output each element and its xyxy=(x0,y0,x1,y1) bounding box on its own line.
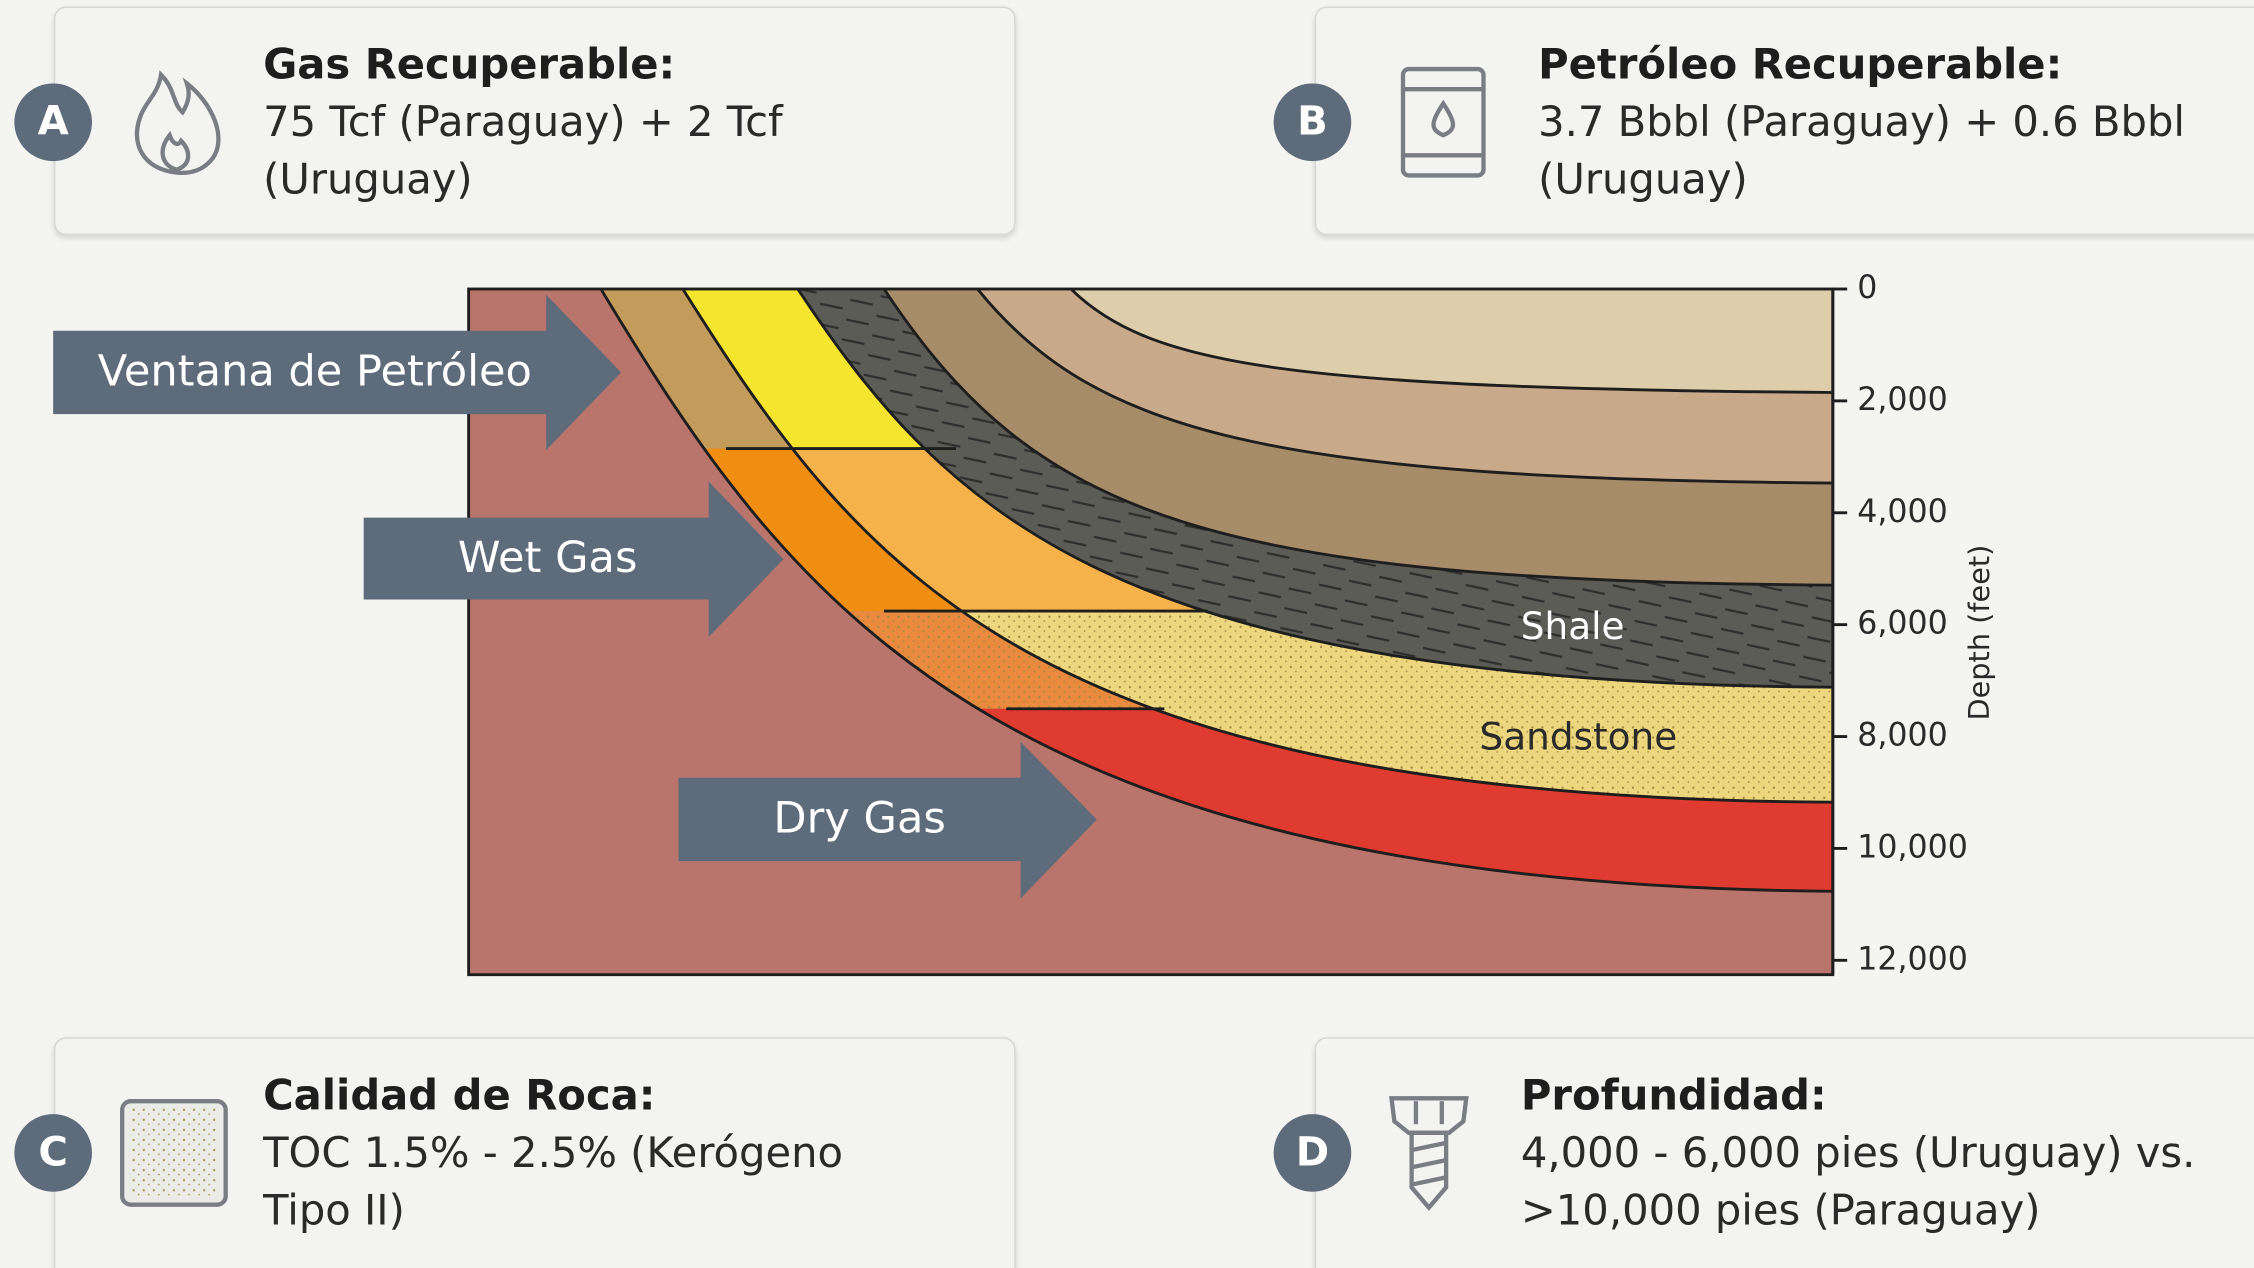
rock-icon xyxy=(120,1099,228,1207)
arrow-label: Dry Gas xyxy=(773,793,945,843)
card-text: 4,000 - 6,000 pies (Uruguay) vs. xyxy=(1521,1128,2195,1177)
tick-label: 10,000 xyxy=(1857,829,1968,865)
tick-label: 2,000 xyxy=(1857,382,1948,418)
card-text: >10,000 pies (Paraguay) xyxy=(1521,1185,2041,1234)
tick-label: 6,000 xyxy=(1857,606,1948,642)
badge-letter: A xyxy=(38,99,69,145)
layer-brown xyxy=(884,289,1833,586)
card-text: TOC 1.5% - 2.5% (Kerógeno xyxy=(262,1128,843,1177)
badge xyxy=(1273,83,1352,162)
arrow xyxy=(363,481,784,637)
badge-letter: C xyxy=(38,1129,68,1175)
layer-tan xyxy=(977,289,1833,484)
layer-label: Shale xyxy=(1521,604,1625,648)
badge xyxy=(14,83,92,162)
badge-letter: B xyxy=(1297,99,1328,145)
card-title: Calidad de Roca: xyxy=(263,1070,655,1119)
arrow xyxy=(678,741,1097,899)
card-text: 3.7 Bbbl (Paraguay) + 0.6 Bbbl xyxy=(1538,97,2185,146)
tick-label: 8,000 xyxy=(1857,718,1948,754)
badge xyxy=(1273,1114,1352,1192)
card-text: 75 Tcf (Paraguay) + 2 Tcf xyxy=(263,97,784,146)
tick-label: 4,000 xyxy=(1857,494,1948,530)
cross-section xyxy=(468,289,1833,975)
layer-label: Sandstone xyxy=(1480,714,1678,758)
axis-title: Depth (feet) xyxy=(1962,545,1996,721)
card-text: Tipo II) xyxy=(262,1185,405,1234)
badge xyxy=(14,1114,92,1192)
arrow-label: Ventana de Petróleo xyxy=(98,346,532,396)
tick-label: 12,000 xyxy=(1857,941,1968,977)
drill-icon xyxy=(1389,1096,1469,1211)
arrow-label: Wet Gas xyxy=(458,533,638,583)
tick-label: 0 xyxy=(1857,270,1877,306)
barrel-icon xyxy=(1400,66,1486,178)
flame-icon xyxy=(134,70,221,175)
card-text: (Uruguay) xyxy=(263,155,473,204)
card-text: (Uruguay) xyxy=(1538,155,1748,204)
arrow xyxy=(53,294,621,450)
badge-letter: D xyxy=(1296,1129,1329,1175)
card-title: Gas Recuperable: xyxy=(263,40,675,89)
card-title: Profundidad: xyxy=(1521,1070,1827,1119)
card-title: Petróleo Recuperable: xyxy=(1538,40,2062,89)
layer-beige xyxy=(1070,289,1833,393)
